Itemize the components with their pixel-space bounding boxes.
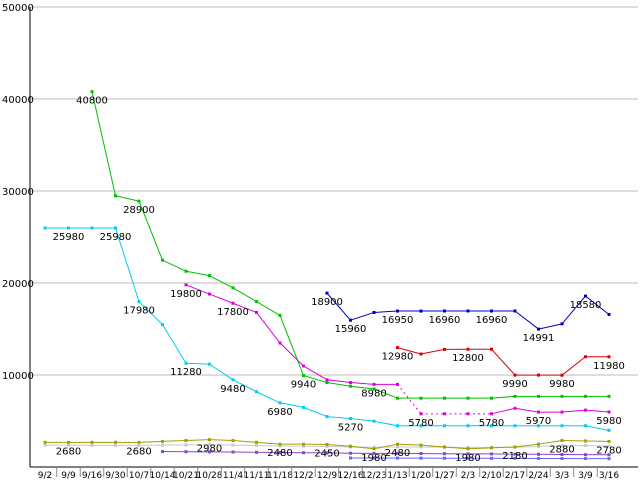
svg-text:10/7: 10/7 bbox=[129, 471, 149, 480]
svg-text:9980: 9980 bbox=[549, 379, 574, 390]
svg-text:17980: 17980 bbox=[123, 306, 155, 317]
svg-text:40800: 40800 bbox=[76, 96, 108, 107]
svg-text:12800: 12800 bbox=[452, 353, 484, 364]
svg-text:1980: 1980 bbox=[455, 453, 480, 464]
svg-text:1/13: 1/13 bbox=[387, 471, 407, 480]
svg-text:12/23: 12/23 bbox=[361, 471, 387, 480]
svg-text:50000: 50000 bbox=[2, 3, 34, 14]
svg-text:9/30: 9/30 bbox=[105, 471, 125, 480]
svg-text:2980: 2980 bbox=[197, 444, 222, 455]
svg-text:2480: 2480 bbox=[385, 448, 410, 459]
svg-text:9480: 9480 bbox=[220, 384, 245, 395]
svg-text:5780: 5780 bbox=[408, 418, 433, 429]
svg-text:20000: 20000 bbox=[2, 279, 34, 290]
svg-text:11/18: 11/18 bbox=[267, 471, 293, 480]
svg-text:1/27: 1/27 bbox=[434, 471, 454, 480]
svg-text:18900: 18900 bbox=[311, 297, 343, 308]
svg-text:12/2: 12/2 bbox=[293, 471, 313, 480]
svg-text:9940: 9940 bbox=[291, 380, 316, 391]
svg-text:8980: 8980 bbox=[361, 388, 386, 399]
svg-text:40000: 40000 bbox=[2, 95, 34, 106]
svg-text:2780: 2780 bbox=[596, 445, 621, 456]
svg-text:14991: 14991 bbox=[523, 333, 555, 344]
svg-text:2680: 2680 bbox=[56, 446, 81, 457]
svg-text:2180: 2180 bbox=[502, 451, 527, 462]
svg-text:12/16: 12/16 bbox=[338, 471, 364, 480]
svg-text:2/17: 2/17 bbox=[505, 471, 525, 480]
svg-text:1980: 1980 bbox=[361, 453, 386, 464]
svg-text:25980: 25980 bbox=[100, 232, 132, 243]
svg-text:18580: 18580 bbox=[570, 300, 602, 311]
svg-text:30000: 30000 bbox=[2, 187, 34, 198]
svg-text:9/2: 9/2 bbox=[38, 471, 52, 480]
svg-text:17800: 17800 bbox=[217, 307, 249, 318]
svg-text:2/24: 2/24 bbox=[528, 471, 548, 480]
svg-text:11/11: 11/11 bbox=[244, 471, 270, 480]
svg-text:10000: 10000 bbox=[2, 371, 34, 382]
svg-text:16960: 16960 bbox=[476, 315, 508, 326]
svg-text:2450: 2450 bbox=[314, 448, 339, 459]
svg-text:3/3: 3/3 bbox=[555, 471, 569, 480]
svg-text:15960: 15960 bbox=[335, 324, 367, 335]
svg-text:1/20: 1/20 bbox=[411, 471, 431, 480]
svg-text:5270: 5270 bbox=[338, 423, 363, 434]
svg-text:9/9: 9/9 bbox=[61, 471, 76, 480]
svg-text:11980: 11980 bbox=[593, 361, 625, 372]
svg-text:5970: 5970 bbox=[526, 416, 551, 427]
svg-text:2480: 2480 bbox=[267, 448, 292, 459]
svg-text:2880: 2880 bbox=[549, 445, 574, 456]
svg-text:11280: 11280 bbox=[170, 367, 202, 378]
svg-text:2680: 2680 bbox=[126, 446, 151, 457]
svg-text:3/16: 3/16 bbox=[599, 471, 619, 480]
svg-text:19800: 19800 bbox=[170, 289, 202, 300]
svg-text:16960: 16960 bbox=[429, 315, 461, 326]
svg-text:10/14: 10/14 bbox=[150, 471, 176, 480]
svg-text:5780: 5780 bbox=[479, 418, 504, 429]
svg-text:28900: 28900 bbox=[123, 205, 155, 216]
svg-text:3/9: 3/9 bbox=[578, 471, 593, 480]
svg-text:25980: 25980 bbox=[53, 232, 85, 243]
svg-text:2/3: 2/3 bbox=[461, 471, 475, 480]
svg-text:10/21: 10/21 bbox=[173, 471, 199, 480]
svg-text:9990: 9990 bbox=[502, 379, 527, 390]
svg-text:11/4: 11/4 bbox=[223, 471, 243, 480]
svg-text:10/28: 10/28 bbox=[197, 471, 223, 480]
svg-text:6980: 6980 bbox=[267, 407, 292, 418]
svg-text:5980: 5980 bbox=[596, 416, 621, 427]
svg-text:9/16: 9/16 bbox=[82, 471, 102, 480]
svg-text:12980: 12980 bbox=[382, 352, 414, 363]
svg-text:16950: 16950 bbox=[382, 315, 414, 326]
svg-text:12/9: 12/9 bbox=[317, 471, 337, 480]
svg-text:2/10: 2/10 bbox=[481, 471, 501, 480]
